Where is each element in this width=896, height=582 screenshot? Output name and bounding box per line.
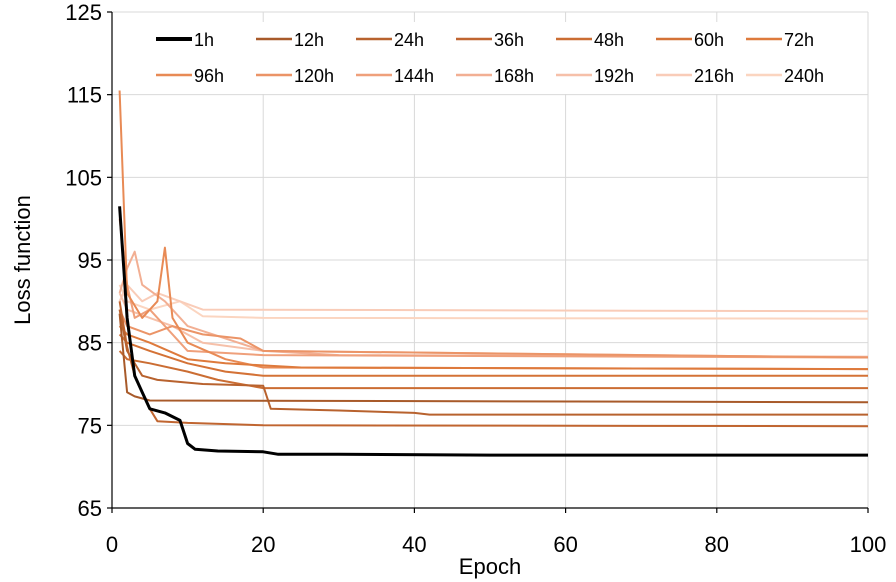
y-tick-label: 85	[78, 331, 102, 356]
legend-label-216h: 216h	[694, 66, 734, 86]
series-lines	[118, 90, 869, 457]
legend-label-12h: 12h	[294, 30, 324, 50]
series-line-120h	[118, 309, 869, 359]
series-line-192h	[118, 292, 869, 359]
legend-background	[146, 22, 840, 94]
series-line-1h	[118, 206, 868, 457]
x-tick-label: 80	[705, 532, 729, 557]
x-tick-label: 0	[106, 532, 118, 557]
y-tick-label: 105	[65, 165, 102, 190]
x-tick-label: 60	[553, 532, 577, 557]
series-line-72h	[118, 325, 869, 371]
axes	[107, 11, 869, 513]
x-tick-labels: 0 20 40 60 80 100	[106, 532, 886, 557]
legend-label-144h: 144h	[394, 66, 434, 86]
x-tick-label: 20	[251, 532, 275, 557]
series-line-240h	[118, 284, 869, 320]
y-tick-label: 125	[65, 0, 102, 25]
x-tick-label: 100	[850, 532, 887, 557]
legend-label-120h: 120h	[294, 66, 334, 86]
legend-label-192h: 192h	[594, 66, 634, 86]
legend-label-48h: 48h	[594, 30, 624, 50]
legend: 1h 12h 24h 36h 48h 60h 72h 96h 120h 144h 168h 192h 2…	[146, 22, 840, 94]
legend-label-36h: 36h	[494, 30, 524, 50]
series-line-12h	[118, 313, 869, 404]
y-axis-title: Loss function	[10, 195, 35, 325]
series-line-216h	[118, 283, 869, 313]
legend-label-24h: 24h	[394, 30, 424, 50]
y-tick-labels: 65 75 85 95 105 115 125	[65, 0, 102, 521]
legend-label-60h: 60h	[694, 30, 724, 50]
legend-label-1h: 1h	[194, 30, 214, 50]
legend-label-72h: 72h	[784, 30, 814, 50]
legend-label-240h: 240h	[784, 66, 824, 86]
y-tick-label: 65	[78, 496, 102, 521]
series-line-24h	[118, 309, 868, 416]
y-tick-label: 95	[78, 248, 102, 273]
y-tick-label: 75	[78, 413, 102, 438]
series-line-168h	[118, 250, 869, 358]
legend-label-96h: 96h	[194, 66, 224, 86]
legend-label-168h: 168h	[494, 66, 534, 86]
series-line-144h	[118, 218, 869, 359]
y-tick-label: 115	[67, 83, 102, 108]
x-axis-title: Epoch	[459, 554, 521, 579]
x-tick-label: 40	[402, 532, 426, 557]
series-line-96h	[118, 90, 869, 371]
